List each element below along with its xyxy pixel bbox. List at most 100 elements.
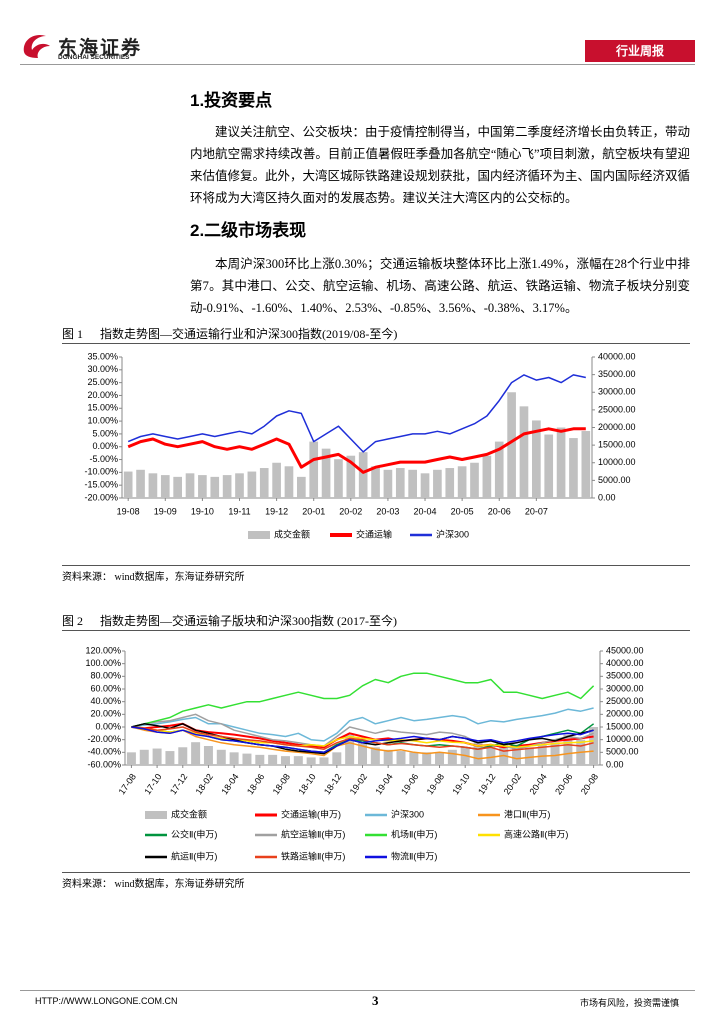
figure-title: 指数走势图—交通运输行业和沪深300指数(2019/08-至今) (100, 327, 398, 341)
paragraph: 本周沪深300环比上涨0.30%；交通运输板块整体环比上涨1.49%，涨幅在28… (190, 257, 690, 315)
x-tick-label: 20-08 (579, 772, 600, 797)
figure-label: 图 1 (62, 327, 84, 341)
figure-label: 图 2 (62, 614, 84, 628)
caption-rule (62, 630, 690, 631)
bar (222, 475, 232, 498)
y-tick-label: -60.00% (87, 759, 121, 769)
x-tick-label: 20-06 (553, 772, 574, 797)
bar (321, 448, 331, 498)
line (127, 427, 586, 474)
y-tick-label: 20.00% (90, 709, 121, 719)
bar (395, 468, 405, 498)
y2-tick-label: 40000.00 (598, 351, 636, 361)
x-tick-label: 20-04 (527, 772, 548, 797)
bar (473, 742, 483, 765)
section-heading: 2.二级市场表现 (190, 221, 307, 240)
bar (293, 756, 303, 765)
y-tick-label: 30.00% (87, 364, 118, 374)
x-tick-label: 20-01 (302, 506, 325, 516)
y2-tick-label: 20000.00 (598, 422, 636, 432)
y-tick-label: 15.00% (87, 403, 118, 413)
line (131, 726, 594, 754)
bar (358, 742, 367, 765)
line (131, 726, 594, 752)
report-tag: 行业周报 (585, 40, 695, 62)
bar (235, 473, 244, 498)
x-tick-label: 19-09 (154, 506, 177, 516)
x-tick-label: 19-04 (373, 772, 394, 797)
brand-en: DONGHAI SECURITIES (58, 54, 130, 61)
y2-tick-label: 10000.00 (606, 734, 644, 744)
bar (563, 734, 573, 765)
x-tick-label: 20-03 (376, 506, 399, 516)
line (131, 707, 594, 742)
bar (383, 749, 393, 765)
y2-tick-label: 15000.00 (606, 721, 644, 731)
bar (284, 466, 294, 498)
x-tick-label: 19-08 (117, 506, 140, 516)
bar (123, 471, 133, 498)
y2-tick-label: 40000.00 (606, 658, 644, 668)
bar (371, 466, 380, 498)
figure-title: 指数走势图—交通运输子版块和沪深300指数 (2017-至今) (100, 614, 397, 628)
y-tick-label: -40.00% (87, 747, 121, 757)
bar (203, 746, 213, 765)
bar (139, 749, 149, 765)
y2-tick-label: 5000.00 (606, 747, 639, 757)
y-tick-label: 0.00% (95, 721, 121, 731)
source: 资料来源： wind数据库，东海证券研究所 (62, 879, 245, 890)
bar (309, 441, 319, 498)
chart: 120.00% 100.00% 80.00% 60.00% 40.00% 20.00% 0.… (85, 645, 644, 861)
bar (486, 744, 496, 765)
x-tick-label: 19-08 (425, 772, 446, 797)
bar (408, 469, 417, 498)
x-tick-label: 20-05 (451, 506, 474, 516)
bar (345, 734, 355, 765)
bar (544, 434, 554, 498)
bar (242, 753, 252, 765)
x-tick-label: 19-11 (228, 506, 250, 516)
bar (589, 727, 599, 765)
x-tick-label: 18-08 (271, 772, 292, 797)
legend-label: 港口Ⅱ(申万) (504, 808, 550, 819)
x-tick-label: 20-02 (339, 506, 362, 516)
x-tick-label: 19-06 (399, 772, 420, 797)
bar (470, 462, 479, 498)
bar (457, 466, 467, 498)
bar (229, 752, 239, 765)
bar (280, 756, 290, 765)
header-rule (20, 64, 695, 65)
y-tick-label: 20.00% (87, 390, 118, 400)
source: 资料来源： wind数据库，东海证券研究所 (62, 572, 245, 583)
y-tick-label: -15.00% (84, 480, 118, 490)
y-tick-label: 60.00% (90, 683, 121, 693)
legend-label: 交通运输(申万) (281, 808, 341, 819)
bar (297, 476, 306, 498)
y-tick-label: -5.00% (89, 454, 118, 464)
legend-label: 成交金额 (274, 528, 310, 539)
y2-tick-label: 35000.00 (606, 671, 644, 681)
legend-label: 沪深300 (436, 528, 469, 539)
bar (383, 469, 393, 498)
y2-tick-label: 25000.00 (598, 404, 636, 414)
legend-swatch (248, 531, 270, 539)
bar (198, 475, 207, 498)
x-tick-label: 18-02 (194, 772, 215, 797)
bar (433, 469, 442, 498)
line (131, 726, 594, 760)
bar (148, 473, 158, 498)
legend-label: 成交金额 (171, 808, 207, 819)
x-tick-label: 19-12 (265, 506, 288, 516)
bar (445, 468, 455, 498)
bar (569, 438, 578, 498)
bar (255, 754, 265, 765)
bar (160, 475, 170, 498)
legend-label: 机场Ⅱ(申万) (391, 828, 437, 839)
bar (319, 757, 329, 765)
bar (136, 469, 145, 498)
y-tick-label: 10.00% (87, 415, 118, 425)
bar (332, 752, 342, 765)
y2-tick-label: 0.00 (606, 759, 624, 769)
legend-label: 铁路运输Ⅱ(申万) (281, 850, 345, 861)
